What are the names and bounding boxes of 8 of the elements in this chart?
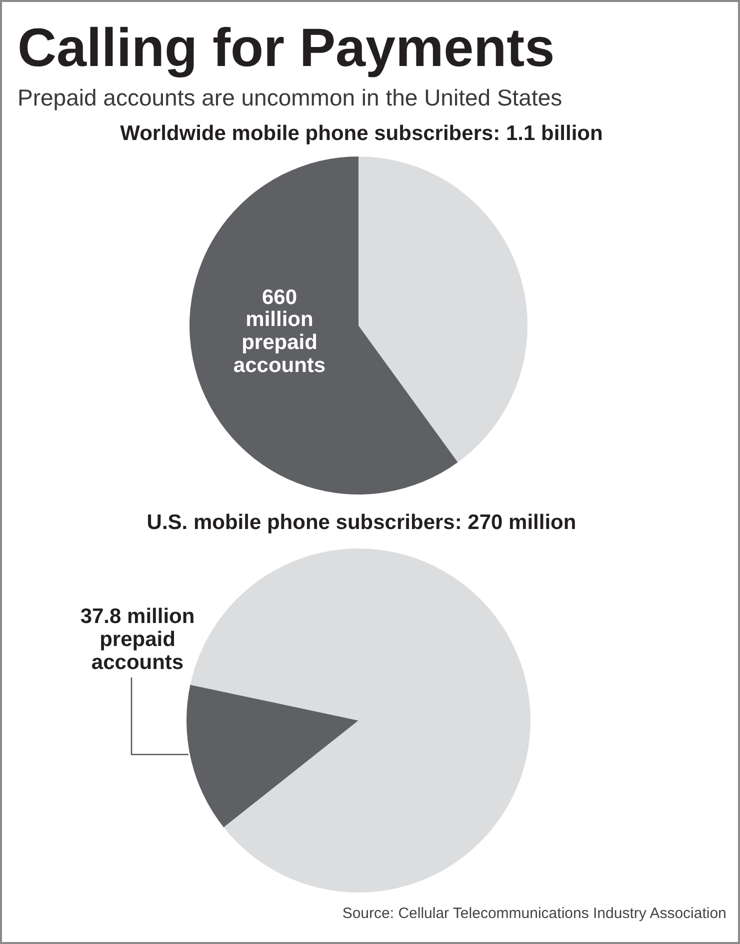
chart-title: Worldwide mobile phone subscribers: 1.1 billion: [120, 122, 603, 145]
data-label: 37.8 million: [80, 604, 195, 628]
source-note: Source: Cellular Telecommunications Industry Association: [342, 904, 726, 922]
slice-label: prepaid accounts: [233, 330, 326, 377]
text: Prepaid accounts are uncommon in the United States: [18, 84, 562, 111]
chart-title: U.S. mobile phone subscribers: 270 million: [146, 510, 576, 534]
slice-label: prepaid accounts: [91, 628, 184, 674]
text: Calling for Payments: [18, 18, 555, 78]
